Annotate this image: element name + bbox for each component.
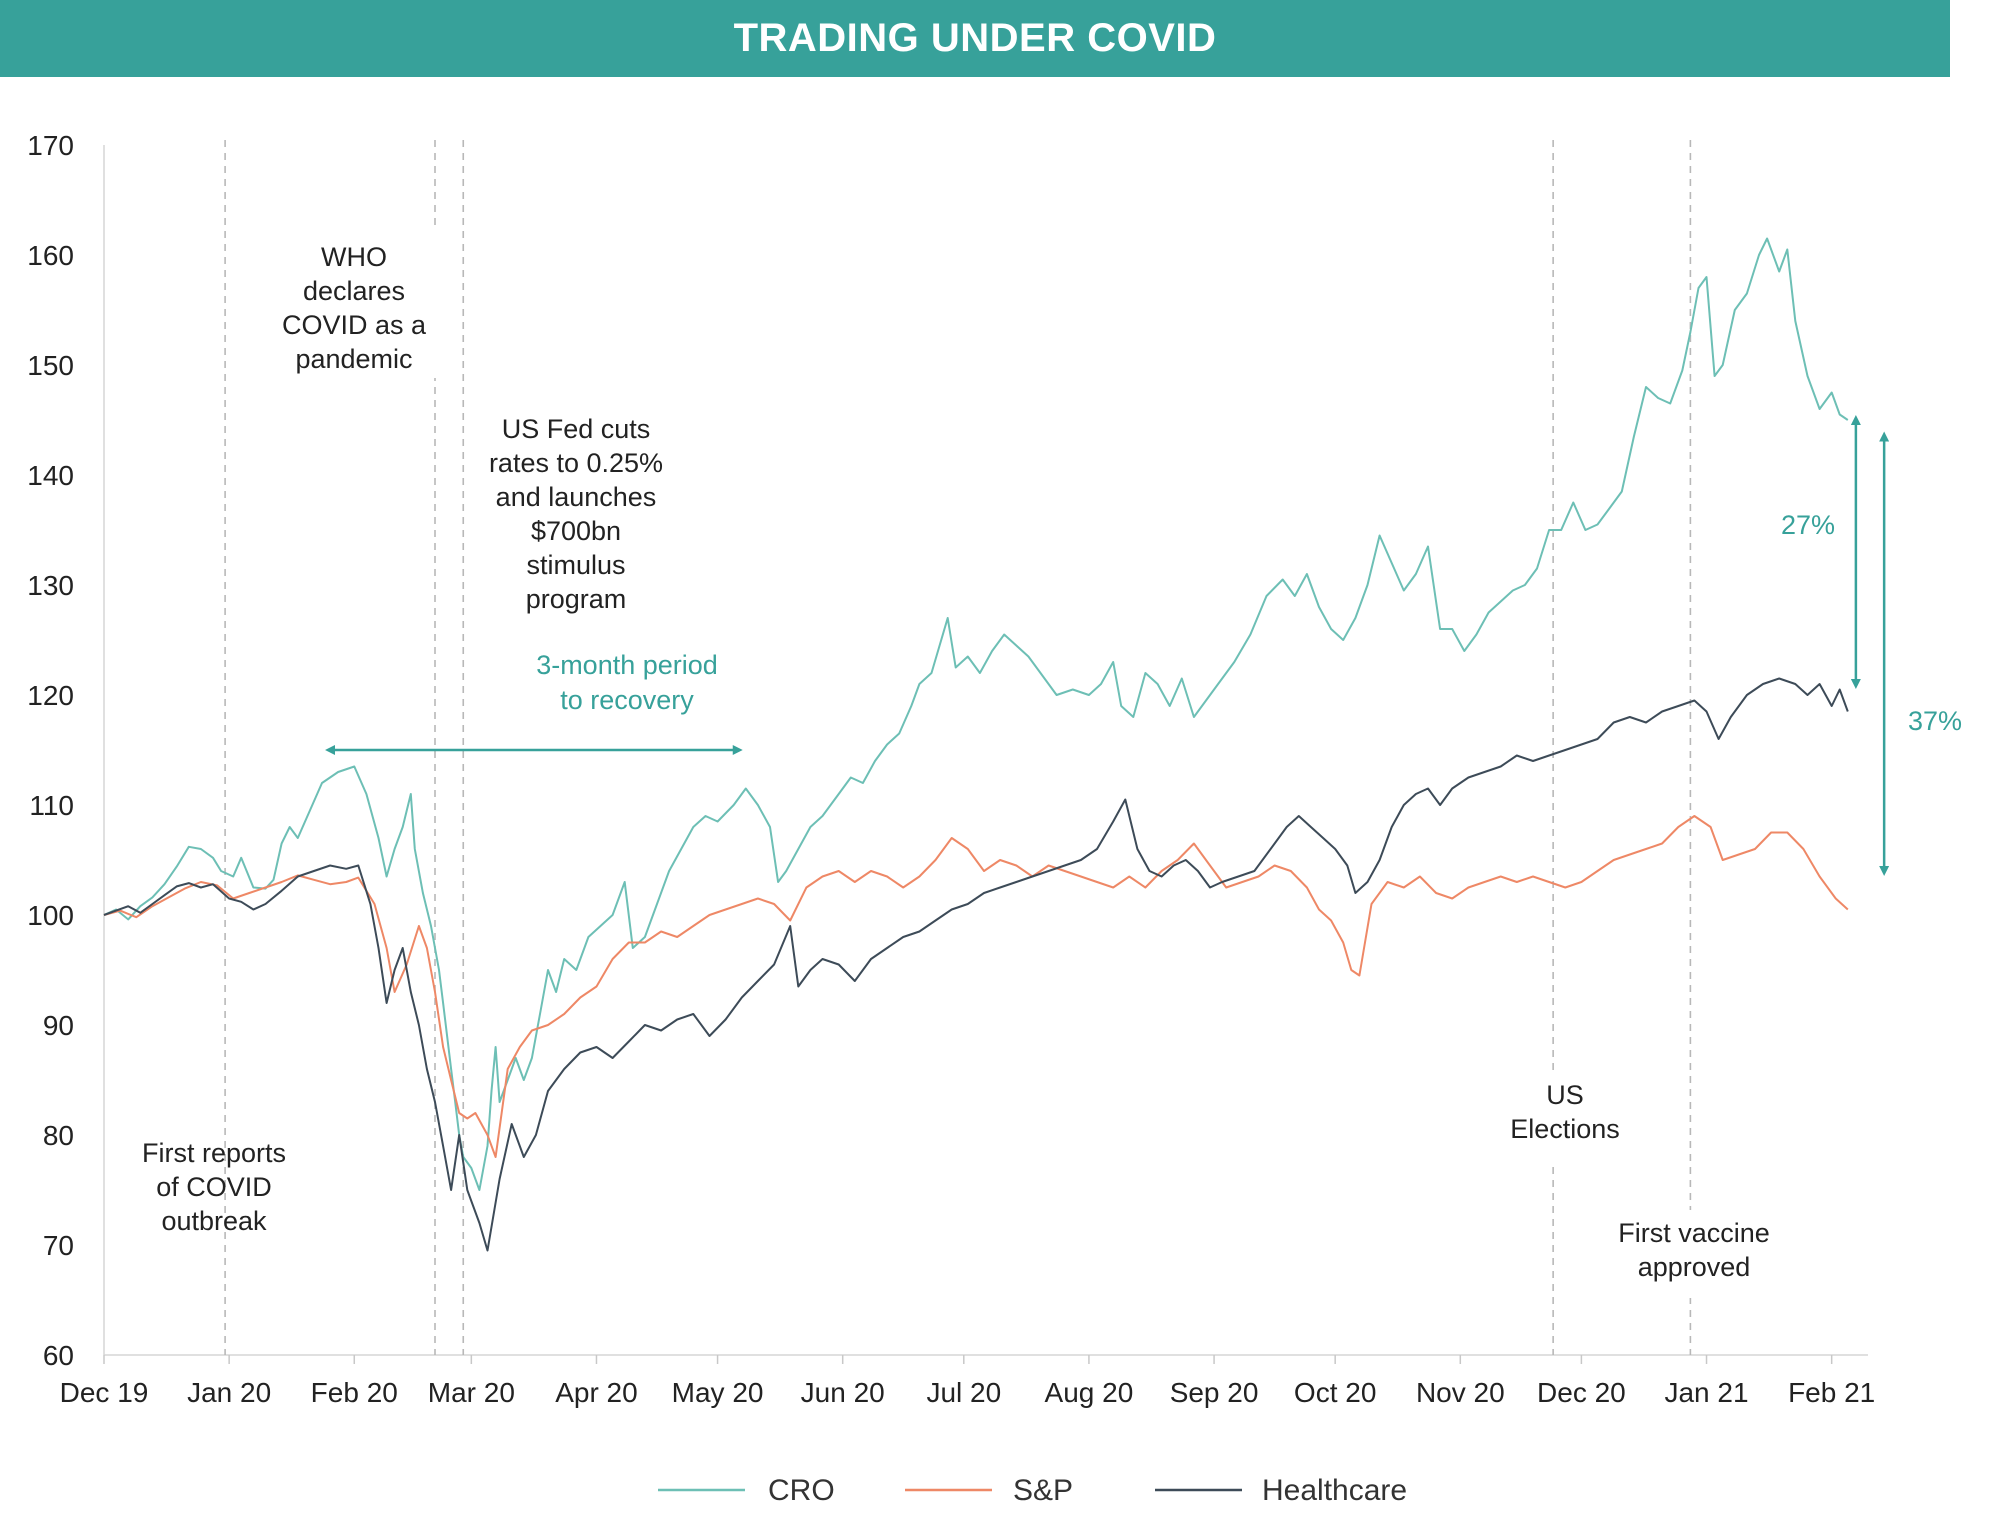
fed-cuts-label-line: $700bn xyxy=(531,516,621,546)
y-tick-label: 80 xyxy=(43,1120,74,1151)
x-tick-label: Mar 20 xyxy=(428,1377,515,1408)
fed-cuts-label: US Fed cuts rates to 0.25% and launches $70… xyxy=(489,414,663,614)
legend-label: Healthcare xyxy=(1262,1474,1407,1507)
legend-item: Healthcare xyxy=(1155,1474,1407,1507)
who-pandemic-label-line: COVID as a xyxy=(282,310,427,340)
series-line-healthcare xyxy=(103,677,1849,1252)
series-line-cro xyxy=(103,237,1849,1191)
series-lines xyxy=(103,237,1849,1252)
event-lines xyxy=(224,140,1692,1355)
us-elections-label-line: US xyxy=(1546,1080,1584,1110)
x-tick-label: Jan 21 xyxy=(1664,1377,1748,1408)
vaccine-label-bg xyxy=(1600,1210,1790,1298)
legend-item: CRO xyxy=(658,1474,835,1507)
x-tick-label: Jan 20 xyxy=(187,1377,271,1408)
who-pandemic-label-line: declares xyxy=(303,276,405,306)
y-tick-label: 130 xyxy=(27,570,74,601)
x-tick-label: Dec 19 xyxy=(60,1377,149,1408)
fed-cuts-label-line: and launches xyxy=(496,482,657,512)
who-pandemic-label: WHO declares COVID as a pandemic xyxy=(282,242,427,374)
y-tick-label: 170 xyxy=(27,130,74,161)
y-tick-label: 160 xyxy=(27,240,74,271)
y-tick-label: 90 xyxy=(43,1010,74,1041)
x-tick-label: Oct 20 xyxy=(1294,1377,1376,1408)
first-reports-label-line: of COVID xyxy=(156,1172,272,1202)
x-tick-label: Apr 20 xyxy=(555,1377,638,1408)
y-tick-label: 110 xyxy=(29,790,74,821)
y-tick-label: 120 xyxy=(27,680,74,711)
who-pandemic-label-line: WHO xyxy=(321,242,387,272)
first-vaccine-label-line: First vaccine xyxy=(1618,1218,1770,1248)
annotations: First reports of COVID outbreak WHO declares… xyxy=(142,230,1962,1298)
axes: 60 70 80 90 100 110 120 130 140 150 160 170 Dec 19 Ja… xyxy=(27,130,1875,1408)
x-tick-label: May 20 xyxy=(672,1377,764,1408)
x-tick-label: Nov 20 xyxy=(1416,1377,1505,1408)
x-tick-label: Feb 20 xyxy=(311,1377,398,1408)
y-tick-label: 70 xyxy=(43,1230,74,1261)
title-bar: TRADING UNDER COVID xyxy=(0,0,1950,77)
first-reports-label: First reports of COVID outbreak xyxy=(142,1138,286,1236)
x-tick-label: Aug 20 xyxy=(1045,1377,1134,1408)
series-line-sp xyxy=(103,815,1849,1158)
chart-title: TRADING UNDER COVID xyxy=(733,16,1217,60)
first-vaccine-label-line: approved xyxy=(1638,1252,1751,1282)
gap-27-label: 27% xyxy=(1781,510,1835,540)
legend: CRO S&P Healthcare xyxy=(658,1474,1407,1507)
first-vaccine-label: First vaccine approved xyxy=(1618,1218,1770,1282)
y-tick-label: 100 xyxy=(27,900,74,931)
x-tick-label: Jun 20 xyxy=(801,1377,885,1408)
fed-cuts-label-line: rates to 0.25% xyxy=(489,448,663,478)
gap-37-label: 37% xyxy=(1908,706,1962,736)
legend-item: S&P xyxy=(905,1474,1073,1507)
fed-cuts-label-line: program xyxy=(526,584,627,614)
x-tick-label: Jul 20 xyxy=(926,1377,1001,1408)
first-reports-label-line: outbreak xyxy=(161,1206,267,1236)
legend-label: S&P xyxy=(1013,1474,1073,1507)
x-tick-label: Sep 20 xyxy=(1170,1377,1259,1408)
elections-label-bg xyxy=(1480,1075,1650,1163)
us-elections-label-line: Elections xyxy=(1510,1114,1620,1144)
y-tick-label: 150 xyxy=(27,350,74,381)
fed-cuts-label-line: US Fed cuts xyxy=(502,414,651,444)
recovery-period-label-line: to recovery xyxy=(560,685,694,715)
first-reports-label-line: First reports xyxy=(142,1138,286,1168)
y-tick-label: 60 xyxy=(43,1340,74,1371)
who-pandemic-label-line: pandemic xyxy=(295,344,412,374)
legend-label: CRO xyxy=(768,1474,835,1507)
recovery-period-label-line: 3-month period xyxy=(536,650,718,680)
x-tick-label: Feb 21 xyxy=(1788,1377,1875,1408)
us-elections-label: US Elections xyxy=(1510,1080,1620,1144)
who-label-bg xyxy=(270,230,442,378)
y-tick-label: 140 xyxy=(27,460,74,491)
recovery-period-label: 3-month period to recovery xyxy=(536,650,718,715)
fed-cuts-label-line: stimulus xyxy=(526,550,625,580)
x-tick-label: Dec 20 xyxy=(1537,1377,1626,1408)
